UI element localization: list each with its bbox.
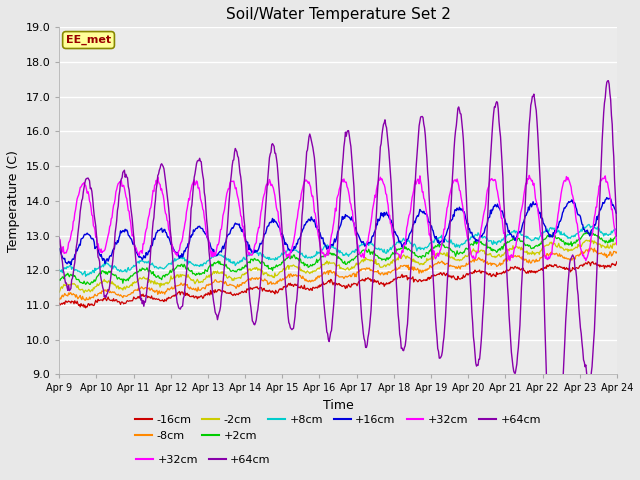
-16cm — [56, 300, 63, 306]
-8cm — [407, 266, 415, 272]
-8cm — [588, 245, 595, 251]
-8cm — [180, 281, 188, 287]
-8cm — [82, 297, 90, 303]
+2cm — [56, 277, 63, 283]
+8cm — [407, 241, 415, 247]
+32cm — [209, 254, 217, 260]
+32cm — [56, 236, 63, 242]
-16cm — [180, 290, 188, 296]
-16cm — [124, 298, 131, 303]
+2cm — [124, 276, 131, 282]
-8cm — [56, 297, 63, 303]
Line: +16cm: +16cm — [60, 198, 617, 265]
+64cm — [406, 283, 413, 289]
+8cm — [423, 245, 431, 251]
+2cm — [407, 248, 415, 253]
+64cm — [65, 288, 73, 293]
+8cm — [82, 274, 90, 279]
+16cm — [423, 212, 431, 218]
+2cm — [86, 281, 93, 287]
Title: Soil/Water Temperature Set 2: Soil/Water Temperature Set 2 — [226, 7, 451, 22]
-16cm — [613, 259, 621, 264]
-2cm — [180, 272, 188, 278]
-2cm — [613, 241, 621, 247]
+64cm — [123, 174, 131, 180]
+8cm — [613, 225, 621, 230]
Text: EE_met: EE_met — [66, 35, 111, 45]
+2cm — [210, 261, 218, 266]
+2cm — [423, 250, 431, 255]
+16cm — [210, 247, 218, 252]
Line: -8cm: -8cm — [60, 248, 617, 300]
-16cm — [210, 288, 218, 294]
+32cm — [65, 239, 73, 244]
-8cm — [423, 267, 431, 273]
+16cm — [56, 246, 63, 252]
+8cm — [210, 254, 218, 260]
-16cm — [584, 259, 592, 264]
+16cm — [407, 230, 415, 236]
+64cm — [605, 78, 612, 84]
-2cm — [587, 236, 595, 242]
+2cm — [613, 233, 621, 239]
-8cm — [124, 293, 131, 299]
-16cm — [65, 299, 73, 305]
+8cm — [56, 267, 63, 273]
+8cm — [65, 263, 73, 269]
Line: +64cm: +64cm — [60, 81, 617, 480]
-2cm — [80, 290, 88, 296]
Line: -2cm: -2cm — [60, 239, 617, 293]
+16cm — [65, 260, 73, 266]
+32cm — [613, 242, 621, 248]
+64cm — [422, 144, 430, 150]
-16cm — [407, 276, 415, 281]
Line: +2cm: +2cm — [60, 232, 617, 284]
+32cm — [525, 172, 533, 178]
-16cm — [82, 305, 90, 311]
-2cm — [65, 282, 73, 288]
-8cm — [613, 249, 621, 255]
+64cm — [209, 293, 217, 299]
+2cm — [587, 229, 595, 235]
-2cm — [124, 284, 131, 290]
+32cm — [123, 196, 131, 202]
+8cm — [585, 221, 593, 227]
+16cm — [124, 228, 131, 234]
+2cm — [180, 262, 188, 267]
+32cm — [406, 211, 413, 216]
+8cm — [180, 255, 188, 261]
+64cm — [613, 233, 621, 239]
Line: -16cm: -16cm — [60, 262, 617, 308]
-2cm — [56, 289, 63, 295]
+16cm — [613, 210, 621, 216]
+2cm — [65, 274, 73, 280]
+8cm — [124, 266, 131, 272]
-8cm — [210, 279, 218, 285]
-2cm — [423, 256, 431, 262]
+32cm — [582, 258, 589, 264]
-2cm — [210, 268, 218, 274]
+64cm — [56, 235, 63, 240]
+64cm — [179, 295, 187, 301]
-2cm — [407, 256, 415, 262]
+16cm — [67, 262, 75, 268]
Y-axis label: Temperature (C): Temperature (C) — [7, 150, 20, 252]
+16cm — [180, 248, 188, 254]
X-axis label: Time: Time — [323, 399, 353, 412]
-16cm — [423, 277, 431, 283]
+16cm — [603, 195, 611, 201]
Line: +32cm: +32cm — [60, 175, 617, 261]
+32cm — [422, 207, 430, 213]
Legend: +32cm, +64cm: +32cm, +64cm — [132, 451, 275, 469]
-8cm — [65, 292, 73, 298]
Line: +8cm: +8cm — [60, 224, 617, 276]
+32cm — [179, 229, 187, 235]
